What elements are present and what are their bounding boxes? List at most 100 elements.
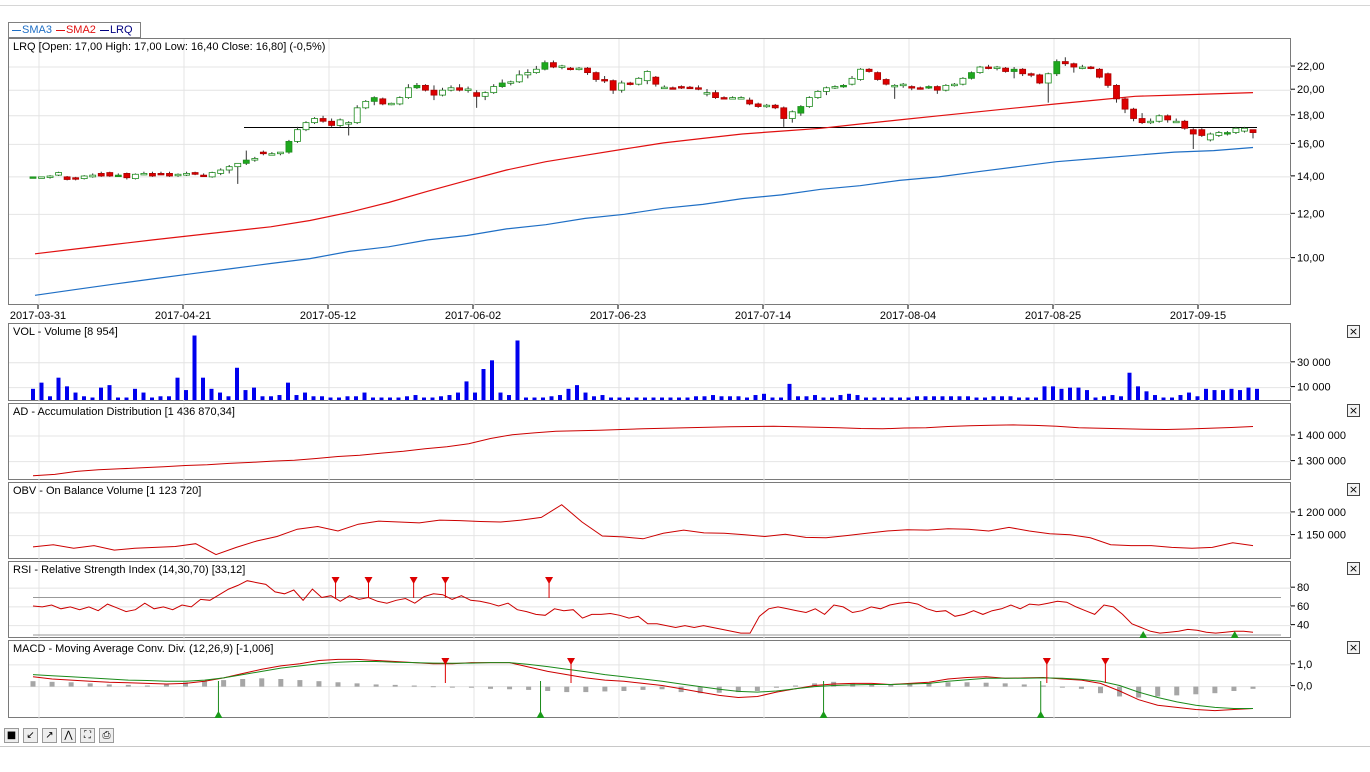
print-icon[interactable]: ⎙ (99, 728, 114, 743)
sell-signal-marker (409, 577, 418, 584)
candle (1130, 107, 1137, 122)
candle (959, 77, 967, 86)
y-tick-label: 1 300 000 (1297, 456, 1346, 468)
volume-bar (957, 396, 962, 400)
volume-bar (515, 340, 520, 400)
candle (643, 70, 651, 85)
candle (55, 171, 62, 176)
y-tick-label: 10 000 (1297, 382, 1331, 394)
candle-body (1130, 108, 1137, 119)
candle (1215, 131, 1223, 137)
candle (336, 118, 344, 127)
macd-histogram-bar (869, 684, 875, 687)
price-panel[interactable]: LRQ [Open: 17,00 High: 17,00 Low: 16,40 … (8, 38, 1292, 306)
macd-histogram-bar (564, 686, 570, 693)
save-icon[interactable]: ■ (4, 728, 19, 743)
macd-chart[interactable] (9, 641, 1292, 719)
candle (1061, 57, 1069, 66)
volume-bar (626, 397, 630, 400)
candle-body (1087, 66, 1095, 69)
candle-body (413, 84, 421, 89)
volume-panel[interactable]: VOL - Volume [8 954] (8, 323, 1292, 402)
ad-panel[interactable]: AD - Accumulation Distribution [1 436 87… (8, 403, 1292, 481)
volume-bar (830, 397, 834, 400)
candle (456, 84, 463, 92)
y-tick-label: 1 200 000 (1297, 507, 1346, 519)
volume-bar (1051, 386, 1055, 400)
candle (1147, 118, 1155, 125)
candle (183, 171, 190, 176)
volume-bar (651, 397, 656, 400)
volume-bar (1136, 386, 1140, 400)
candle-body (1121, 98, 1129, 110)
candle-body (584, 67, 591, 74)
candle (149, 171, 156, 177)
obv-close-button[interactable]: × (1347, 483, 1360, 496)
volume-chart[interactable] (9, 324, 1292, 402)
rsi-chart[interactable] (9, 562, 1292, 639)
candle (882, 78, 890, 86)
macd-histogram-bar (316, 681, 322, 687)
volume-bar (524, 397, 528, 400)
macd-histogram-bar (1193, 686, 1199, 695)
candle-body (311, 118, 318, 124)
candle-body (1070, 63, 1078, 68)
candle (729, 96, 736, 100)
macd-histogram-bar (1250, 686, 1256, 689)
candle-body (1027, 73, 1035, 76)
candle-body (1078, 66, 1086, 69)
candle-body (302, 122, 310, 131)
signals-icon[interactable]: ⋀ (61, 728, 76, 743)
candle-body (430, 89, 438, 96)
obv-chart[interactable] (9, 483, 1292, 560)
candle-body (490, 86, 498, 94)
candle-body (285, 140, 293, 153)
draw-line-icon[interactable]: ↙ (23, 728, 38, 743)
candle (780, 106, 788, 127)
volume-close-button[interactable]: × (1347, 325, 1360, 338)
candle-body (89, 174, 97, 178)
volume-bar (107, 385, 112, 400)
volume-bar (1059, 388, 1064, 400)
volume-bar (923, 396, 928, 400)
candle-body (456, 87, 463, 91)
macd-histogram-bar (640, 686, 646, 690)
candle (242, 150, 250, 166)
candle (1164, 114, 1172, 123)
candle (285, 139, 293, 154)
zoom-in-icon[interactable]: ↗ (42, 728, 57, 743)
candle (942, 84, 950, 92)
macd-panel[interactable]: MACD - Moving Average Conv. Div. (12,26,… (8, 640, 1292, 719)
volume-bar (1170, 397, 1174, 400)
macd-close-button[interactable]: × (1347, 641, 1360, 654)
legend-item-sma2: SMA2 (55, 24, 96, 36)
macd-histogram-bar (583, 686, 589, 693)
candle (490, 84, 498, 94)
rsi-close-button[interactable]: × (1347, 562, 1360, 575)
obv-panel[interactable]: OBV - On Balance Volume [1 123 720] (8, 482, 1292, 560)
price-chart[interactable] (9, 39, 1292, 306)
volume-bar (354, 396, 358, 400)
fit-icon[interactable]: ⛶ (80, 728, 95, 743)
y-tick-label: 22,00 (1297, 61, 1325, 73)
candle-body (643, 71, 651, 82)
x-tick-label: 2017-06-02 (445, 310, 501, 322)
candle (140, 171, 148, 176)
macd-histogram-bar (183, 682, 188, 687)
rsi-panel[interactable]: RSI - Relative Strength Index (14,30,70)… (8, 561, 1292, 639)
candle-body (677, 86, 685, 89)
volume-bar (1127, 372, 1132, 400)
x-tick-label: 2017-04-21 (155, 310, 211, 322)
candle (601, 76, 609, 84)
ad-chart[interactable] (9, 404, 1292, 481)
candle (208, 171, 216, 178)
buy-signal-marker (1139, 631, 1148, 638)
ad-close-button[interactable]: × (1347, 404, 1360, 417)
volume-bar (549, 396, 554, 400)
volume-bar (1221, 390, 1225, 400)
candle-body (959, 77, 967, 85)
candle (1070, 62, 1078, 73)
candle (515, 70, 523, 84)
candle-body (515, 74, 523, 83)
bottom-border (0, 746, 1370, 747)
